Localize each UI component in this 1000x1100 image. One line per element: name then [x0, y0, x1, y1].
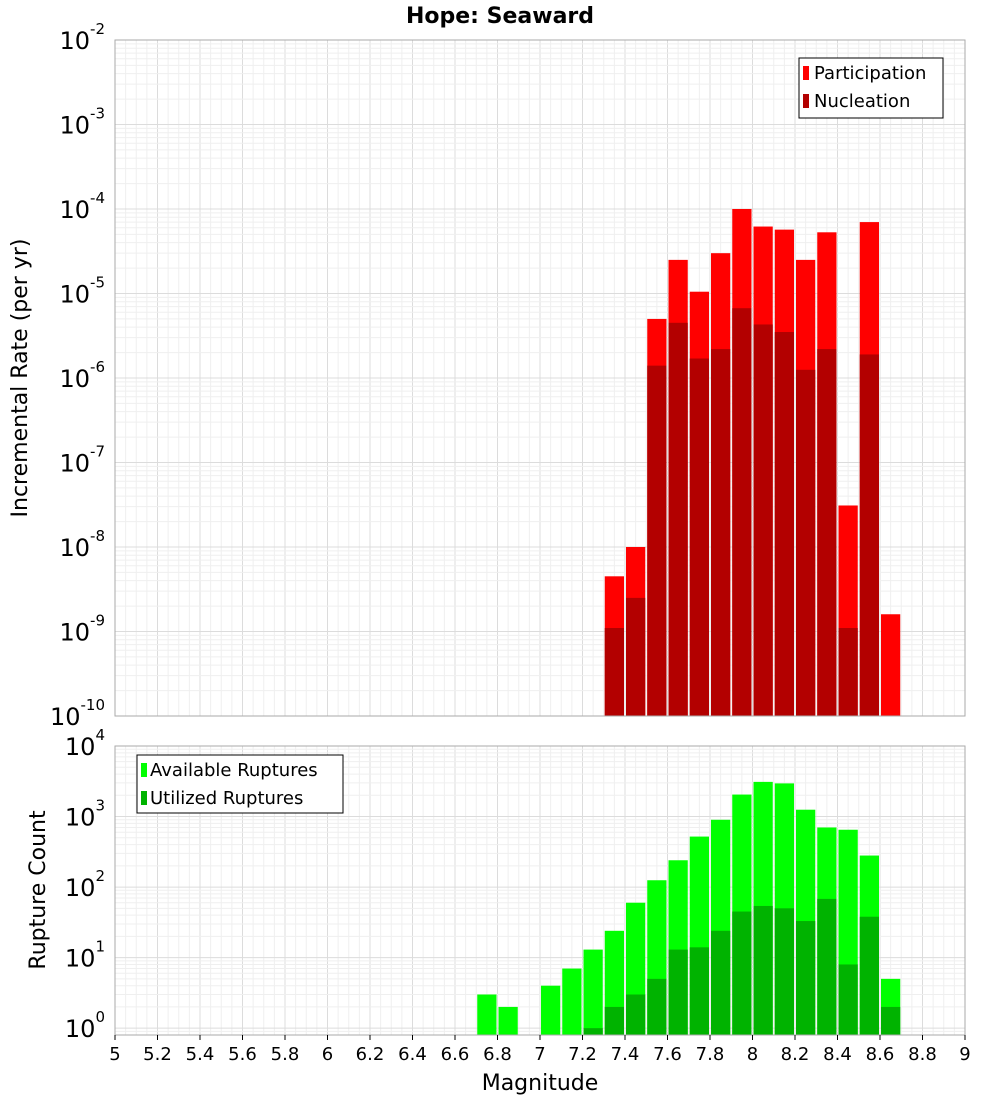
x-tick-label: 8.4	[823, 1044, 852, 1065]
y-tick-label: 10-3	[59, 105, 105, 140]
participation-legend-swatch	[803, 66, 809, 80]
x-tick-label: 5.8	[271, 1044, 300, 1065]
x-tick-label: 7.6	[653, 1044, 682, 1065]
y-tick-label: 10-9	[59, 612, 105, 647]
nucleation-legend-label: Nucleation	[814, 91, 910, 112]
count-utilized-ruptures-bar	[881, 1006, 901, 1035]
rate-nucleation-bar	[817, 349, 837, 716]
utilized-legend-label: Utilized Ruptures	[150, 788, 303, 809]
count-legend: Available Ruptures Utilized Ruptures	[136, 754, 344, 814]
rate-nucleation-bar	[604, 628, 624, 716]
count-legend-box	[136, 754, 344, 814]
rate-nucleation-bar	[796, 369, 816, 716]
rate-participation-bar	[881, 614, 901, 716]
count-panel: 100 101 102 103 104 5 5.2 5.4 5.6 5.8 6 6.2 6.4 6.6 6…	[26, 726, 971, 1096]
rate-plot-frame	[114, 39, 966, 717]
count-utilized-ruptures-bar	[817, 898, 837, 1035]
rate-nucleation-bar	[859, 354, 879, 716]
rate-y-axis-label: Incremental Rate (per yr)	[8, 239, 33, 518]
y-tick-label: 104	[65, 726, 105, 761]
y-tick-label: 10-5	[59, 274, 105, 309]
rate-grid	[114, 39, 966, 717]
magnitude-axis-label: Magnitude	[482, 1071, 599, 1096]
rate-y-ticks: 10-10 10-9 10-8 10-7 10-6 10-5 10-4 10-3 10-2	[50, 20, 105, 731]
y-tick-label: 101	[65, 938, 105, 973]
available-legend-label: Available Ruptures	[150, 760, 318, 781]
rate-nucleation-bar	[838, 628, 858, 716]
nucleation-legend-swatch	[803, 94, 809, 108]
rate-nucleation-bar	[753, 324, 773, 716]
x-tick-label: 7.2	[568, 1044, 597, 1065]
rate-bars	[604, 209, 901, 716]
x-tick-label: 7	[534, 1044, 545, 1065]
x-tick-label: 5.6	[228, 1044, 257, 1065]
x-tick-label: 8.6	[866, 1044, 895, 1065]
y-tick-label: 10-7	[59, 443, 105, 478]
x-tick-label: 8.2	[781, 1044, 810, 1065]
rate-nucleation-bar	[774, 332, 794, 716]
x-tick-label: 6	[322, 1044, 333, 1065]
count-y-ticks: 100 101 102 103 104	[65, 726, 105, 1043]
x-tick-label: 6.6	[441, 1044, 470, 1065]
count-utilized-ruptures-bar	[689, 947, 709, 1035]
count-y-axis-label: Rupture Count	[26, 810, 51, 970]
x-tick-label: 5.2	[143, 1044, 172, 1065]
count-utilized-ruptures-bar	[774, 908, 794, 1035]
count-utilized-ruptures-bar	[859, 916, 879, 1035]
y-tick-label: 102	[65, 867, 105, 902]
count-utilized-ruptures-bar	[647, 978, 667, 1035]
x-tick-label: 7.8	[696, 1044, 725, 1065]
x-tick-label: 6.8	[483, 1044, 512, 1065]
y-tick-label: 103	[65, 797, 105, 832]
rate-nucleation-bar	[647, 365, 667, 716]
count-bars	[477, 781, 901, 1035]
rate-legend-box	[798, 57, 944, 119]
participation-legend-label: Participation	[814, 63, 926, 84]
count-utilized-ruptures-bar	[583, 1028, 603, 1035]
x-tick-label: 6.2	[356, 1044, 385, 1065]
x-tick-label: 5	[109, 1044, 120, 1065]
count-utilized-ruptures-bar	[732, 911, 752, 1035]
count-utilized-ruptures-bar	[604, 1006, 624, 1035]
y-tick-label: 10-4	[59, 189, 105, 224]
y-tick-label: 10-10	[50, 696, 105, 731]
x-tick-label: 7.4	[611, 1044, 640, 1065]
count-utilized-ruptures-bar	[668, 949, 688, 1035]
rate-nucleation-bar	[732, 308, 752, 716]
y-tick-label: 10-6	[59, 358, 105, 393]
chart-title: Hope: Seaward	[406, 4, 594, 29]
y-tick-label: 10-2	[59, 20, 105, 55]
x-tick-label: 5.4	[186, 1044, 215, 1065]
count-available-ruptures-bar	[541, 985, 561, 1035]
count-utilized-ruptures-bar	[711, 930, 731, 1035]
rate-nucleation-bar	[626, 597, 646, 716]
count-utilized-ruptures-bar	[626, 994, 646, 1035]
count-available-ruptures-bar	[583, 949, 603, 1035]
utilized-legend-swatch	[141, 791, 147, 805]
count-utilized-ruptures-bar	[838, 964, 858, 1035]
count-utilized-ruptures-bar	[753, 905, 773, 1035]
count-available-ruptures-bar	[477, 994, 497, 1035]
x-tick-label: 6.4	[398, 1044, 427, 1065]
rate-panel: 10-10 10-9 10-8 10-7 10-6 10-5 10-4 10-3 10-2 In…	[8, 20, 966, 731]
count-available-ruptures-bar	[562, 968, 582, 1035]
count-utilized-ruptures-bar	[796, 921, 816, 1035]
x-tick-label: 8.8	[908, 1044, 937, 1065]
y-tick-label: 100	[65, 1008, 105, 1043]
count-available-ruptures-bar	[498, 1006, 518, 1035]
magnitude-x-ticks: 5 5.2 5.4 5.6 5.8 6 6.2 6.4 6.6 6.8 7 7.2 7.4 7.6 7.8 8…	[109, 1035, 971, 1065]
rate-nucleation-bar	[689, 358, 709, 716]
x-tick-label: 9	[959, 1044, 970, 1065]
rate-legend: Participation Nucleation	[798, 57, 944, 119]
rate-nucleation-bar	[668, 322, 688, 716]
x-tick-label: 8	[747, 1044, 758, 1065]
rate-nucleation-bar	[711, 349, 731, 716]
available-legend-swatch	[141, 763, 147, 777]
y-tick-label: 10-8	[59, 527, 105, 562]
